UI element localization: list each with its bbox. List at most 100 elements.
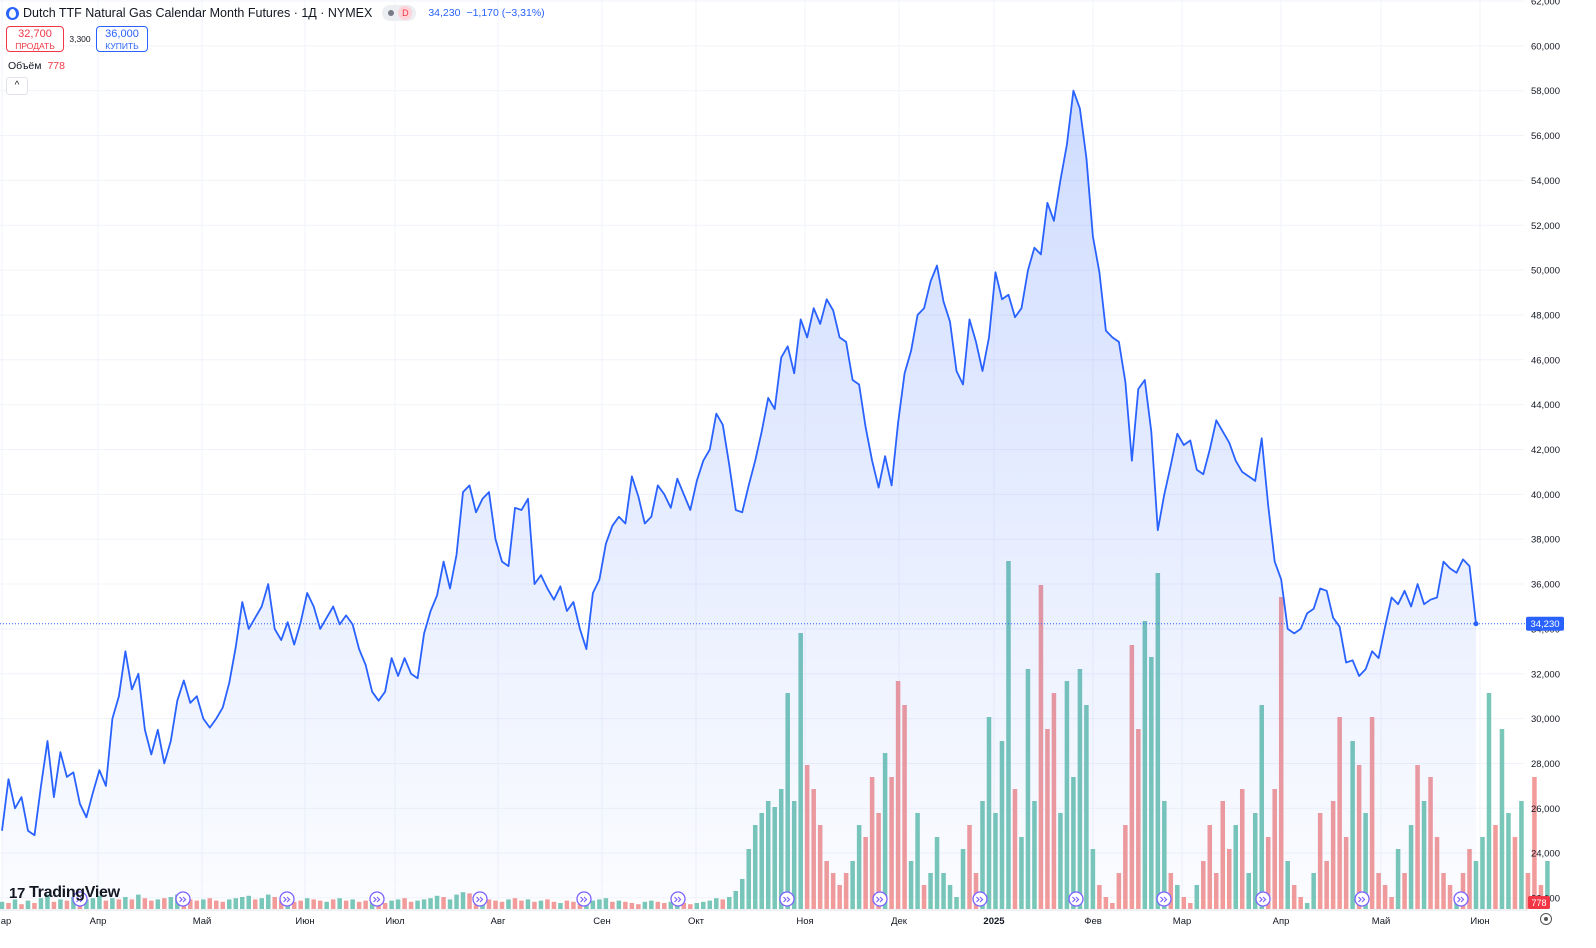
volume-bar — [454, 894, 459, 909]
volume-bar — [506, 899, 511, 909]
volume-bar — [629, 903, 635, 909]
volume-bar — [233, 898, 239, 909]
volume-bar — [6, 903, 11, 909]
volume-bar — [408, 901, 414, 909]
volume-bar — [603, 898, 609, 909]
settings-gear-icon[interactable] — [1540, 913, 1552, 925]
x-tick-label: Авг — [491, 916, 506, 927]
volume-bar — [207, 898, 213, 909]
volume-bar — [642, 901, 648, 909]
volume-bar — [272, 897, 277, 909]
volume-bar — [278, 900, 284, 909]
volume-bar — [421, 899, 427, 909]
time-axis[interactable]: Мар Апр Май Июн Июл Авг Сен Окт Ноя Дек 2025 Фев Мар… — [0, 909, 1528, 927]
volume-bar — [246, 895, 252, 909]
volume-bar — [538, 900, 544, 909]
y-tick-label: 62,000 — [1531, 0, 1560, 8]
volume-bar — [610, 901, 615, 909]
rollover-marker-icon — [72, 891, 88, 907]
volume-bar — [220, 901, 226, 909]
volume-bar — [1545, 861, 1550, 909]
volume-bar — [1304, 903, 1310, 909]
volume-bar — [239, 897, 245, 909]
volume-bar — [733, 891, 739, 909]
volume-bar — [415, 900, 420, 909]
volume-bar — [123, 897, 128, 909]
volume-bar — [389, 900, 394, 909]
symbol-legend: Dutch TTF Natural Gas Calendar Month Fut… — [6, 5, 545, 21]
volume-bar — [688, 904, 693, 909]
volume-bar — [32, 903, 37, 909]
volume-bar — [441, 897, 446, 909]
volume-bar — [227, 899, 232, 909]
price-change: −1,170 (−3,31%) — [466, 7, 545, 19]
volume-bar — [590, 900, 596, 909]
last-price-axis-text: 34,230 — [1530, 619, 1559, 630]
price-axis[interactable]: 22,00024,00026,00028,00030,00032,00034,0… — [1531, 0, 1560, 905]
volume-bar — [155, 899, 161, 909]
volume-bar — [116, 899, 122, 909]
volume-bar — [136, 894, 141, 909]
sell-label: ПРОДАТЬ — [15, 41, 55, 51]
buy-label: КУПИТЬ — [105, 41, 139, 51]
volume-bar — [668, 901, 674, 909]
volume-bar — [252, 899, 258, 909]
x-tick-label: Ноя — [796, 916, 813, 927]
x-tick-label: Июн — [1470, 916, 1489, 927]
volume-bar — [201, 899, 206, 909]
volume-bar — [382, 903, 388, 909]
collapse-legend-button[interactable]: ^ — [6, 77, 28, 95]
volume-bar — [1110, 903, 1115, 909]
area-fill — [2, 90, 1476, 898]
volume-bar — [1532, 777, 1537, 909]
y-tick-label: 38,000 — [1531, 535, 1560, 546]
volume-bar — [519, 900, 524, 909]
rollover-marker-icon — [872, 891, 888, 907]
volume-bar — [84, 899, 89, 909]
symbol-flame-icon — [6, 6, 19, 20]
volume-bar — [694, 903, 700, 909]
volume-bar — [1181, 897, 1187, 909]
axis-labels: 34,230 778 — [1526, 616, 1564, 909]
volume-axis-text: 778 — [1531, 898, 1546, 908]
volume-bar — [304, 898, 310, 909]
volume-bar — [64, 900, 70, 909]
market-status[interactable]: D — [382, 5, 417, 21]
volume-bar — [330, 899, 336, 909]
y-tick-label: 30,000 — [1531, 714, 1560, 725]
rollover-marker-icon — [369, 891, 385, 907]
volume-bar — [45, 894, 50, 909]
rollover-marker-icon — [972, 891, 988, 907]
symbol-title[interactable]: Dutch TTF Natural Gas Calendar Month Fut… — [23, 6, 373, 20]
volume-bar — [486, 899, 492, 909]
volume-bar — [1499, 729, 1505, 909]
buy-price: 36,000 — [105, 28, 139, 40]
volume-bar — [1103, 897, 1109, 909]
y-tick-label: 50,000 — [1531, 266, 1560, 277]
volume-bar — [726, 897, 732, 909]
volume-bar — [0, 901, 5, 909]
y-tick-label: 48,000 — [1531, 310, 1560, 321]
volume-bar — [428, 898, 433, 909]
buy-button[interactable]: 36,000 КУПИТЬ — [96, 26, 148, 52]
y-tick-label: 28,000 — [1531, 759, 1560, 770]
volume-bar — [714, 898, 719, 909]
volume-bar — [97, 895, 102, 909]
last-price-axis-label — [1526, 616, 1564, 631]
volume-bar — [214, 900, 219, 909]
volume-bar — [1493, 825, 1498, 909]
x-tick-label: Май — [1372, 916, 1391, 927]
volume-bar — [356, 901, 362, 909]
y-tick-label: 54,000 — [1531, 176, 1560, 187]
volume-bar — [434, 895, 440, 909]
volume-legend[interactable]: Объём 778 — [8, 60, 65, 72]
sell-button[interactable]: 32,700 ПРОДАТЬ — [6, 26, 64, 52]
volume-bar — [343, 900, 349, 909]
volume-bar — [103, 900, 109, 909]
volume-bar — [467, 893, 472, 909]
last-price: 34,230 — [428, 7, 461, 19]
volume-bar — [499, 901, 505, 909]
volume-bar — [162, 898, 167, 909]
tradingview-logo[interactable]: 17 TradingView — [9, 884, 120, 902]
